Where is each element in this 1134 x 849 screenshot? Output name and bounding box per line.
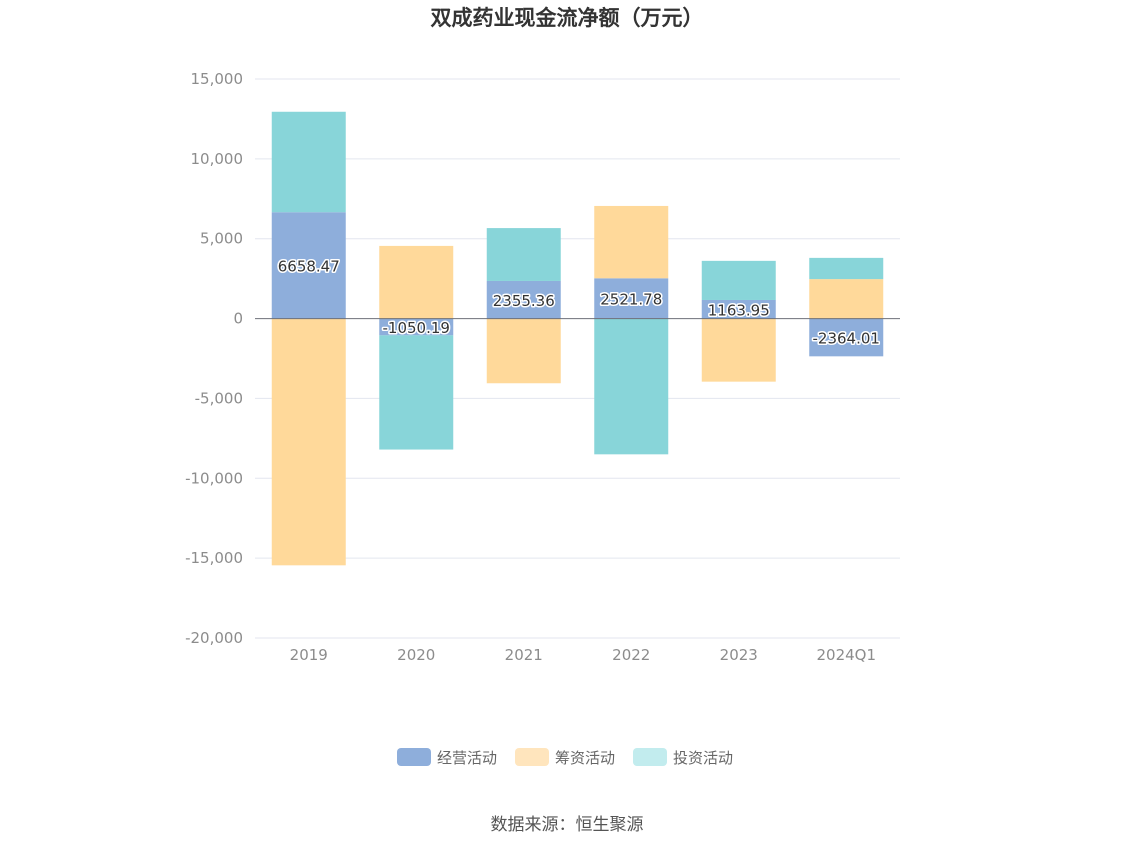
y-tick-label: 15,000 <box>191 70 244 88</box>
bar-segment[interactable] <box>271 318 346 566</box>
y-tick-label: -20,000 <box>185 629 243 647</box>
bar-segment[interactable] <box>701 299 776 319</box>
x-tick-label: 2021 <box>505 646 543 664</box>
x-tick-label: 2020 <box>397 646 435 664</box>
data-label: 2355.36 <box>493 292 555 310</box>
zero-line <box>255 318 900 639</box>
data-label: -1050.19 <box>383 319 450 337</box>
bar-segment[interactable] <box>379 245 454 319</box>
chart-title: 双成药业现金流净额（万元） <box>431 6 704 30</box>
data-label: -2364.01 <box>813 329 880 347</box>
legend-label[interactable]: 筹资活动 <box>555 749 615 767</box>
y-tick-label: 5,000 <box>200 230 243 248</box>
data-labels: 6658.47 -1050.19 2355.36 2521.78 1163.95 -236… <box>276 256 881 349</box>
bar-segment[interactable] <box>594 318 669 455</box>
bar-segment[interactable] <box>271 212 346 319</box>
bar-segment[interactable] <box>809 279 884 319</box>
data-label: 1163.95 <box>708 301 770 319</box>
y-axis: 15,000 10,000 5,000 0 -5,000 -10,000 -15,000 -2… <box>185 70 243 647</box>
bar-segment[interactable] <box>486 280 561 319</box>
x-tick-label: 2022 <box>612 646 650 664</box>
y-tick-label: -5,000 <box>195 389 243 407</box>
bar-segment[interactable] <box>486 318 561 384</box>
legend[interactable]: 经营活动 筹资活动 投资活动 <box>397 748 733 767</box>
data-label: 2521.78 <box>600 290 662 308</box>
bar-segment[interactable] <box>809 257 884 280</box>
source-note: 数据来源：恒生聚源 <box>491 815 644 835</box>
bar-segment[interactable] <box>379 335 454 450</box>
y-tick-label: -15,000 <box>185 549 243 567</box>
data-label: 6658.47 <box>278 257 340 275</box>
x-tick-label: 2023 <box>720 646 758 664</box>
y-tick-label: -10,000 <box>185 469 243 487</box>
y-tick-label: 10,000 <box>191 150 244 168</box>
bars <box>271 111 884 566</box>
bar-segment[interactable] <box>809 318 884 357</box>
legend-swatch[interactable] <box>515 748 549 766</box>
bar-segment[interactable] <box>701 318 776 382</box>
y-tick-label: 0 <box>233 310 243 328</box>
bar-segment[interactable] <box>271 111 346 213</box>
legend-swatch[interactable] <box>397 748 431 766</box>
bar-segment[interactable] <box>486 228 561 281</box>
bar-segment[interactable] <box>701 260 776 300</box>
legend-label[interactable]: 投资活动 <box>673 749 733 767</box>
x-tick-label: 2024Q1 <box>816 646 876 664</box>
bar-segment[interactable] <box>594 205 669 279</box>
legend-swatch[interactable] <box>633 748 667 766</box>
grid-lines <box>255 78 900 639</box>
x-tick-label: 2019 <box>290 646 328 664</box>
bar-segment[interactable] <box>594 278 669 319</box>
bar-segment[interactable] <box>379 318 454 336</box>
legend-label[interactable]: 经营活动 <box>437 749 497 767</box>
x-axis: 2019 2020 2021 2022 2023 2024Q1 <box>290 646 876 664</box>
